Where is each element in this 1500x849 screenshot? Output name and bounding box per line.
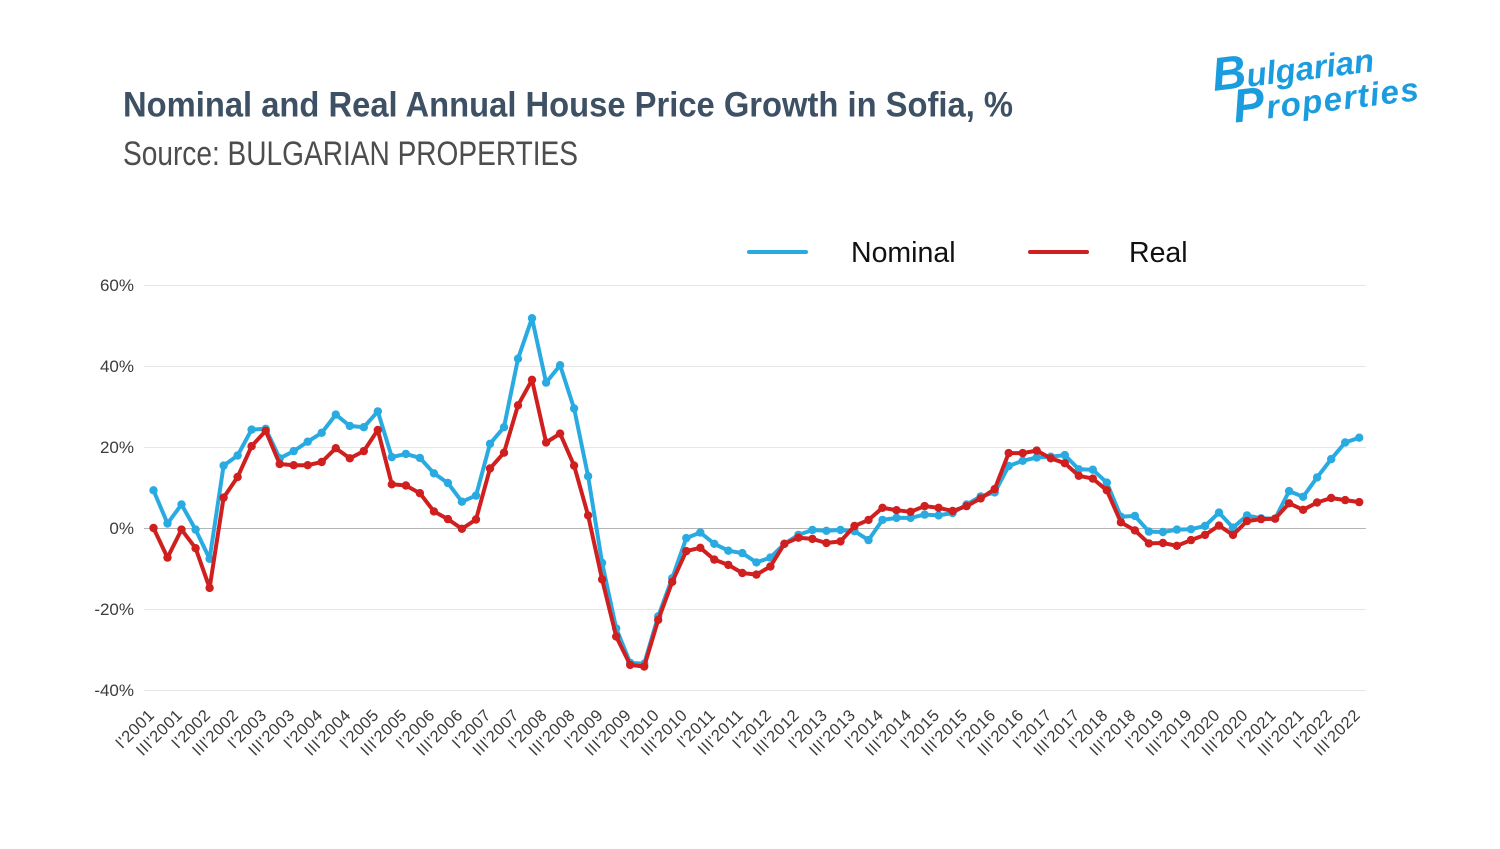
svg-text:20%: 20% [100,438,134,457]
svg-text:Nominal: Nominal [851,237,956,269]
svg-text:Real: Real [1129,237,1188,269]
svg-text:Source: BULGARIAN PROPERTIES: Source: BULGARIAN PROPERTIES [123,135,578,173]
svg-text:Nominal and Real Annual House: Nominal and Real Annual House Price Grow… [123,86,1013,125]
svg-text:-20%: -20% [94,600,134,619]
svg-text:40%: 40% [100,357,134,376]
svg-text:0%: 0% [109,519,134,538]
svg-text:60%: 60% [100,276,134,295]
svg-text:-40%: -40% [94,681,134,700]
